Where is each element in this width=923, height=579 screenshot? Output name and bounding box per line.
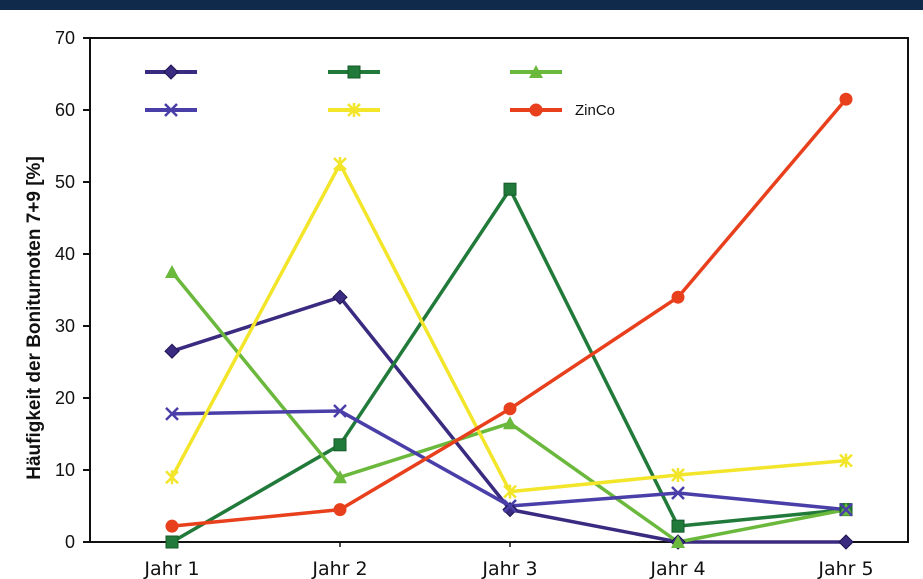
- series-3-point-4: [671, 535, 685, 548]
- legend-label-6: ZinCo: [575, 102, 615, 119]
- series-5-point-3: [503, 484, 517, 499]
- legend-marker-2: [347, 65, 361, 79]
- series-3-point-3: [503, 416, 517, 430]
- series-2-point-2: [333, 438, 347, 452]
- x-tick-label: Jahr 5: [817, 558, 873, 579]
- series-5-point-5: [839, 453, 853, 468]
- series-line-6: [171, 98, 848, 528]
- series-5-point-4: [671, 468, 685, 483]
- x-tick-label: Jahr 2: [311, 558, 367, 579]
- plot-frame: [89, 37, 909, 543]
- chart-axes: 0 10 20 30 40 50 60 70 Jahr 1 Jahr 2 Jahr 3 Jahr 4 J…: [55, 28, 909, 579]
- series-4-point-1: [165, 406, 179, 421]
- legend-marker-1: [163, 64, 179, 80]
- y-tick-label: 0: [65, 532, 75, 552]
- series-1-point-1: [164, 343, 180, 359]
- series-4-point-4: [671, 486, 685, 500]
- y-tick-label: 10: [55, 460, 75, 480]
- series-4-point-3: [503, 499, 517, 513]
- series-2-point-1: [165, 535, 179, 549]
- y-tick-label: 20: [55, 388, 75, 408]
- series-2-point-4: [671, 519, 685, 533]
- series-1-point-5: [838, 534, 854, 550]
- legend-marker-3: [529, 65, 543, 78]
- series-6-point-4: [671, 290, 685, 304]
- chart-markers: [164, 92, 854, 550]
- x-tick-label: Jahr 1: [143, 558, 199, 579]
- legend-marker-5: [347, 103, 361, 117]
- series-5-point-1: [165, 470, 179, 485]
- y-tick-label: 60: [55, 100, 75, 120]
- legend-marker-4: [164, 103, 178, 117]
- x-tick-label: Jahr 4: [649, 558, 705, 579]
- chart-lines: [170, 98, 848, 544]
- y-axis-title: Häufigkeit der Boniturnoten 7+9 [%]: [24, 156, 45, 480]
- series-6-point-1: [165, 519, 179, 533]
- series-3-point-2: [333, 470, 347, 484]
- y-tick-label: 40: [55, 244, 75, 264]
- x-tick-label: Jahr 3: [481, 558, 537, 579]
- series-4-point-5: [839, 502, 853, 517]
- series-5-point-2: [333, 157, 347, 171]
- series-1-point-2: [332, 289, 348, 305]
- y-tick-label: 30: [55, 316, 75, 336]
- y-tick-label: 50: [55, 172, 75, 192]
- series-6-point-5: [839, 92, 853, 106]
- series-4-point-2: [333, 404, 347, 418]
- series-1-point-3: [502, 501, 518, 518]
- series-line-5: [170, 162, 847, 494]
- series-6-point-3: [503, 402, 517, 416]
- chart-legend: ZinCo: [145, 64, 615, 119]
- series-6-point-2: [333, 503, 347, 517]
- y-tick-label: 70: [55, 28, 75, 48]
- legend-marker-6: [529, 103, 543, 117]
- series-2-point-3: [503, 182, 517, 196]
- series-3-point-1: [165, 265, 179, 278]
- top-border-bar: [0, 0, 923, 10]
